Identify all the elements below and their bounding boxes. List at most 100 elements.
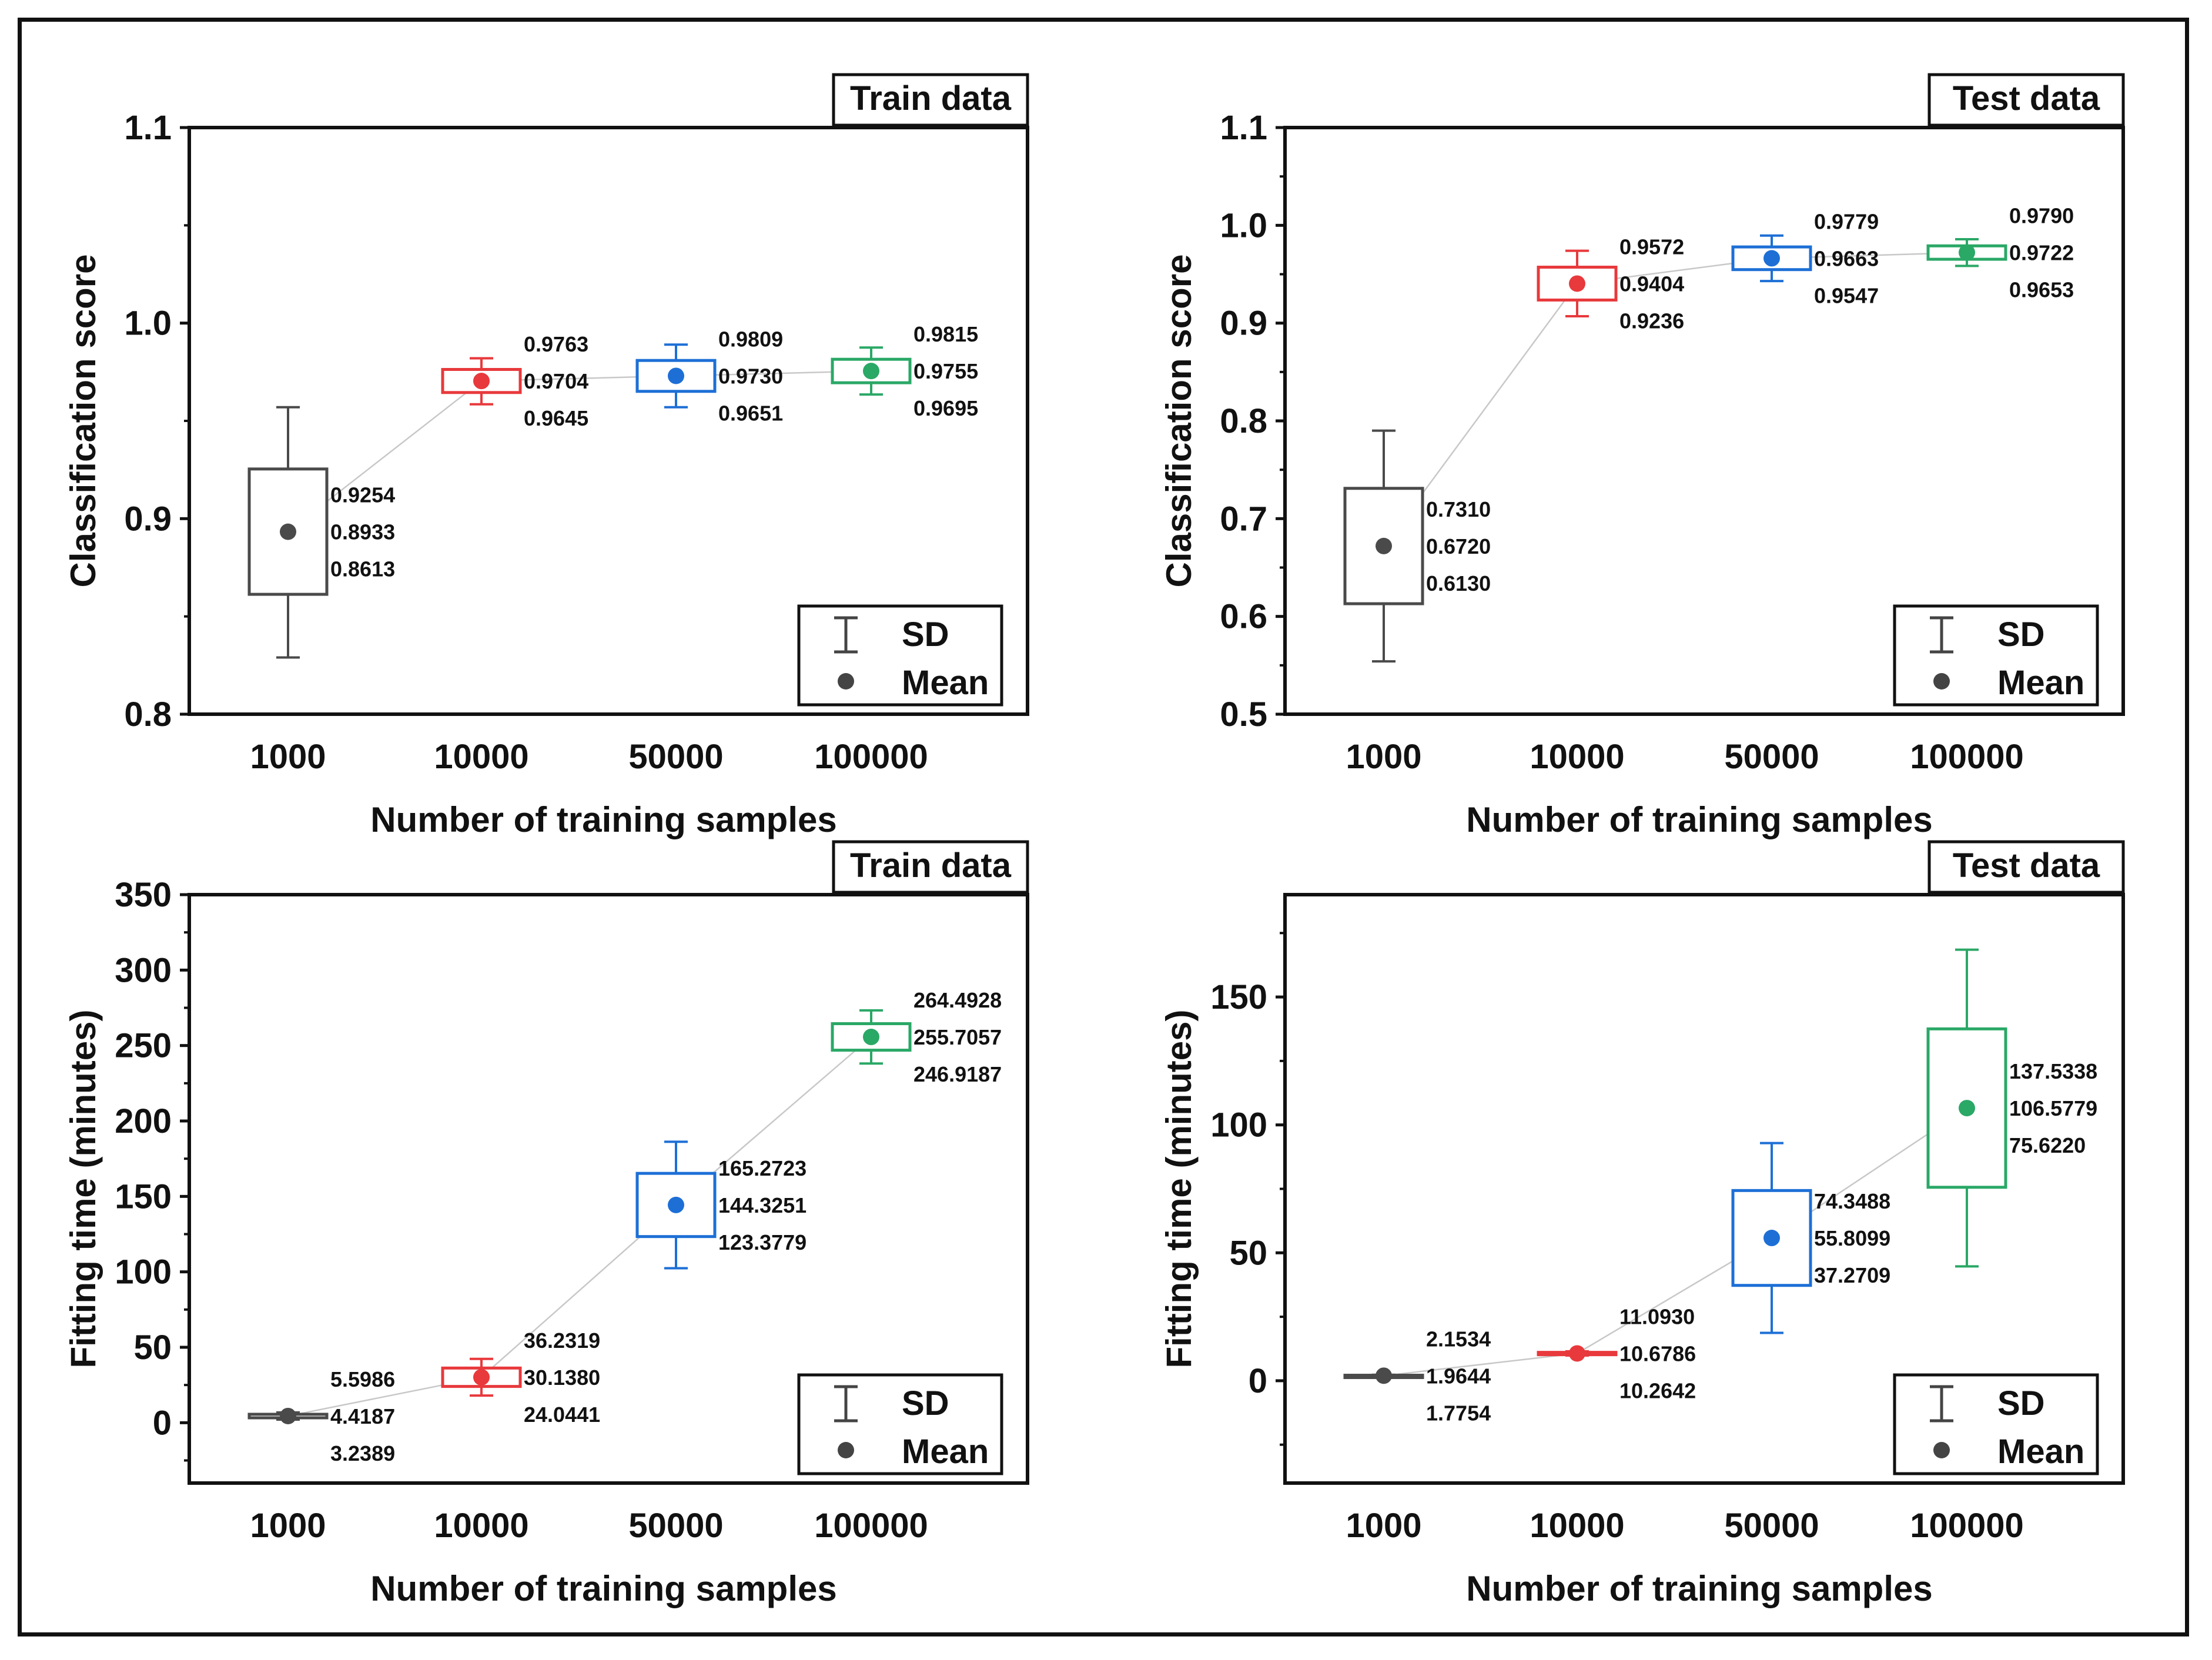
y-tick-label: 50 [1229,1234,1267,1272]
label-box-high: 165.2723 [718,1156,807,1180]
label-box-high: 0.9763 [524,332,588,356]
x-tick-label: 100000 [814,738,928,776]
y-tick-label: 0.9 [1220,304,1267,343]
y-axis-label: Fitting time (minutes) [1159,1010,1199,1368]
mean-trend-line [1383,252,1967,547]
label-box-low: 0.9653 [2009,278,2074,302]
label-mean: 255.7057 [913,1025,1002,1049]
y-tick-label: 350 [115,876,172,914]
panel-tag-box [832,840,1029,894]
legend-mean-icon [838,1442,854,1458]
label-mean: 0.9404 [1619,272,1684,296]
label-mean: 10.6786 [1619,1341,1696,1366]
label-box-low: 246.9187 [913,1062,1002,1086]
mean-point-1000 [280,1407,296,1424]
label-mean: 1.9644 [1426,1364,1491,1388]
panel-tag: Test data [1953,846,2100,885]
panel-tag-box [832,73,1029,127]
label-box-low: 37.2709 [1814,1263,1890,1287]
panel-tag: Train data [850,79,1012,118]
x-axis-label: Number of training samples [370,1569,836,1608]
y-tick-label: 1.1 [1220,109,1267,147]
legend-mean-label: Mean [1997,1433,2084,1471]
panel-tag: Train data [850,846,1012,885]
legend-mean-icon [1933,673,1950,690]
mean-trend-line [287,370,872,533]
y-tick-label: 0.8 [1220,402,1267,440]
y-tick-label: 0.9 [124,500,172,538]
label-box-high: 2.1534 [1426,1327,1491,1351]
y-tick-label: 0 [153,1404,172,1442]
mean-point-100000 [1959,1100,1975,1117]
panel-tag-box [1927,73,2125,127]
label-box-low: 0.9547 [1814,283,1879,307]
legend-box [797,1373,1003,1475]
legend-sd-label: SD [1997,1384,2045,1423]
mean-point-100000 [863,363,879,380]
y-tick-label: 200 [115,1102,172,1140]
y-axis-label: Classification score [1159,255,1199,588]
label-mean: 144.3251 [718,1193,807,1217]
legend-box [1893,1373,2099,1475]
x-axis-label: Number of training samples [1466,800,1932,839]
legend-mean-label: Mean [902,664,989,702]
y-axis-label: Classification score [63,255,103,588]
label-box-low: 75.6220 [2009,1133,2086,1157]
legend-mean-icon [1933,1442,1950,1458]
y-axis-label: Fitting time (minutes) [63,1010,103,1368]
legend-sd-label: SD [1997,615,2045,654]
y-tick-label: 100 [115,1253,172,1291]
y-tick-label: 1.1 [124,109,172,147]
y-tick-label: 1.0 [124,304,172,343]
label-box-high: 36.2319 [524,1328,600,1353]
label-box-low: 10.2642 [1619,1378,1696,1403]
x-tick-label: 10000 [1530,738,1624,776]
x-tick-label: 50000 [1724,1507,1819,1545]
mean-trend-line [287,1036,872,1417]
y-tick-label: 1.0 [1220,206,1267,245]
legend-mean-label: Mean [902,1433,989,1471]
y-tick-label: 250 [115,1027,172,1065]
mean-point-10000 [1569,275,1585,292]
label-box-high: 0.9254 [330,483,395,507]
y-tick-label: 150 [1210,978,1267,1016]
label-mean: 0.9755 [913,359,978,383]
mean-point-1000 [280,523,296,540]
x-tick-label: 1000 [250,1507,326,1545]
x-tick-label: 10000 [1530,1507,1624,1545]
label-mean: 4.4187 [330,1404,395,1428]
mean-point-10000 [473,1368,490,1385]
x-tick-label: 50000 [628,1507,723,1545]
legend-mean-label: Mean [1997,664,2084,702]
mean-point-50000 [1763,1230,1780,1247]
y-tick-label: 0 [1249,1362,1267,1400]
y-tick-label: 0.5 [1220,695,1267,734]
label-mean: 0.6720 [1426,534,1491,558]
mean-point-50000 [1763,250,1780,267]
legend-box [797,604,1003,707]
y-tick-label: 0.8 [124,695,172,734]
label-box-high: 0.9815 [913,322,978,346]
y-tick-label: 50 [133,1328,172,1367]
mean-trend-line [1383,1107,1967,1377]
label-box-high: 11.0930 [1619,1304,1695,1328]
mean-point-10000 [1569,1345,1585,1362]
label-box-low: 1.7754 [1426,1401,1491,1425]
legend-box [1893,604,2099,707]
mean-point-100000 [1959,244,1975,261]
legend-sd-label: SD [902,615,949,654]
label-mean: 0.8933 [330,520,395,544]
label-box-high: 0.9809 [718,327,783,351]
mean-point-1000 [1376,1367,1392,1384]
plot-frame [188,893,1029,1485]
label-box-high: 0.7310 [1426,497,1491,521]
legend-sd-label: SD [902,1384,949,1423]
y-tick-label: 0.7 [1220,500,1267,538]
legend-mean-icon [838,673,854,690]
y-tick-label: 0.6 [1220,598,1267,636]
x-tick-label: 1000 [250,738,326,776]
